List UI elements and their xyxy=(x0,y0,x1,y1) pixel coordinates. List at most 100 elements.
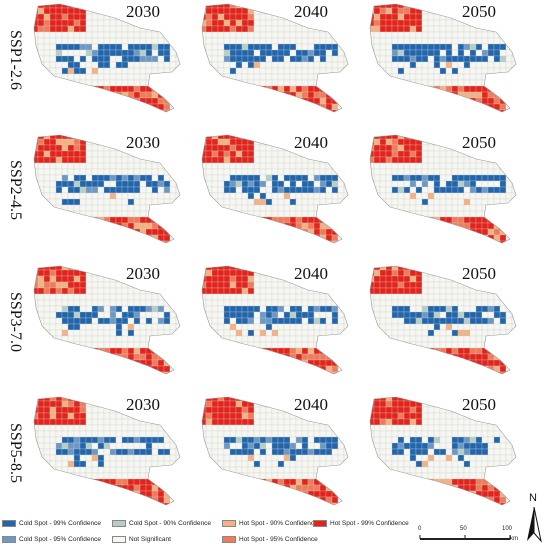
map-cell xyxy=(439,43,447,51)
map-cell xyxy=(211,359,219,367)
map-cell xyxy=(55,186,63,194)
map-cell xyxy=(277,150,285,158)
map-cell xyxy=(403,359,411,367)
map-cell xyxy=(49,311,57,319)
map-cell xyxy=(97,371,105,374)
map-cell xyxy=(127,335,135,343)
map-cell xyxy=(73,400,81,408)
map-cell xyxy=(73,67,81,75)
map-cell xyxy=(229,67,237,75)
map-cell xyxy=(85,454,93,462)
map-cell xyxy=(403,228,411,236)
map-cell xyxy=(247,311,255,319)
map-cell xyxy=(451,275,459,283)
map-cell xyxy=(202,198,207,206)
map-cell xyxy=(445,49,453,57)
map-cell xyxy=(373,234,381,242)
map-cell xyxy=(49,150,57,158)
map-cell xyxy=(121,335,129,343)
map-cell xyxy=(301,216,309,224)
map-cell xyxy=(439,144,447,152)
map-cell xyxy=(469,55,477,63)
map-cell xyxy=(445,103,453,111)
hotspot-map xyxy=(33,3,181,113)
map-cell xyxy=(205,287,213,295)
map-cell xyxy=(109,424,117,432)
map-cell xyxy=(79,103,87,111)
map-cell xyxy=(205,341,213,349)
map-cell xyxy=(385,144,393,152)
map-cell xyxy=(451,73,459,81)
map-cell xyxy=(73,266,81,271)
map-cell xyxy=(481,365,489,373)
map-cell xyxy=(235,85,243,93)
map-cell xyxy=(133,478,141,486)
map-cell xyxy=(379,228,387,236)
map-cell xyxy=(121,162,129,170)
map-cell xyxy=(385,216,393,224)
map-cell xyxy=(391,305,399,313)
map-cell xyxy=(343,25,348,33)
map-cell xyxy=(271,222,279,230)
map-panel: 2040 xyxy=(198,0,366,120)
map-cell xyxy=(475,162,483,170)
map-cell xyxy=(373,156,381,164)
map-cell xyxy=(271,31,279,39)
map-cell xyxy=(34,365,39,373)
map-cell xyxy=(67,168,75,176)
map-cell xyxy=(247,299,255,307)
map-cell xyxy=(235,162,243,170)
map-cell xyxy=(235,61,243,69)
map-cell xyxy=(313,49,321,57)
map-cell xyxy=(169,174,177,182)
map-cell xyxy=(109,397,117,402)
map-cell xyxy=(505,371,513,374)
map-cell xyxy=(499,335,507,343)
map-cell xyxy=(373,91,381,99)
map-cell xyxy=(511,234,516,242)
map-cell xyxy=(403,347,411,355)
map-cell xyxy=(247,43,255,51)
map-cell xyxy=(235,204,243,212)
map-cell xyxy=(469,37,477,45)
map-cell xyxy=(157,73,165,81)
map-cell xyxy=(223,31,231,39)
map-panel: 2030 xyxy=(30,131,198,251)
map-cell xyxy=(79,412,87,420)
map-cell xyxy=(277,329,285,337)
map-cell xyxy=(97,19,105,27)
map-cell xyxy=(439,266,447,271)
map-cell xyxy=(211,85,219,93)
map-cell xyxy=(457,103,465,111)
map-cell xyxy=(67,466,75,474)
map-cell xyxy=(331,347,339,355)
map-cell xyxy=(481,198,489,206)
map-cell xyxy=(463,329,471,337)
map-cell xyxy=(415,305,423,313)
map-cell xyxy=(499,156,507,164)
map-cell xyxy=(271,7,279,15)
map-cell xyxy=(451,4,459,9)
map-cell xyxy=(37,347,45,355)
map-cell xyxy=(157,228,165,236)
map-cell xyxy=(97,335,105,343)
map-cell xyxy=(91,323,99,331)
map-cell xyxy=(223,293,231,301)
map-cell xyxy=(427,222,435,230)
map-cell xyxy=(91,210,99,218)
map-cell xyxy=(493,79,501,87)
map-cell xyxy=(391,79,399,87)
map-cell xyxy=(247,418,255,426)
map-cell xyxy=(247,430,255,438)
map-cell xyxy=(433,329,441,337)
map-cell xyxy=(49,234,57,242)
map-cell xyxy=(205,222,213,230)
map-cell xyxy=(331,335,339,343)
map-cell xyxy=(241,150,249,158)
map-cell xyxy=(235,91,243,99)
map-cell xyxy=(163,138,171,146)
map-cell xyxy=(127,418,135,426)
map-cell xyxy=(73,43,81,51)
map-cell xyxy=(67,478,75,486)
map-cell xyxy=(481,305,489,313)
